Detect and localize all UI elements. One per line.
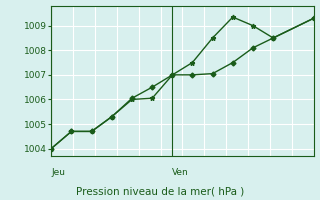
Text: Pression niveau de la mer( hPa ): Pression niveau de la mer( hPa ): [76, 186, 244, 196]
Text: Ven: Ven: [172, 168, 189, 177]
Text: Jeu: Jeu: [51, 168, 65, 177]
